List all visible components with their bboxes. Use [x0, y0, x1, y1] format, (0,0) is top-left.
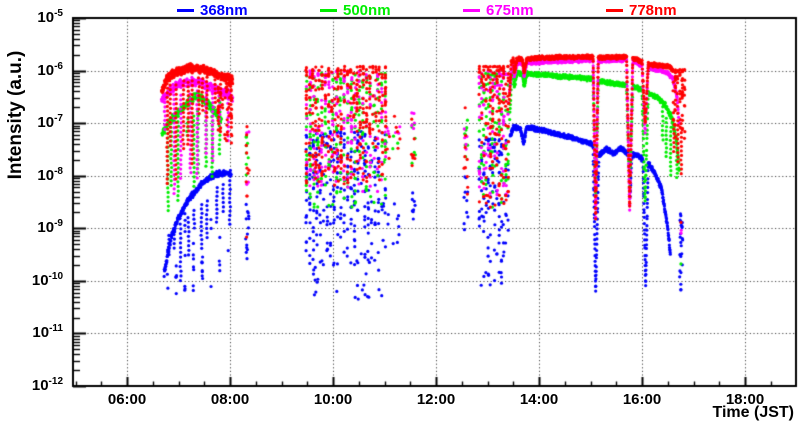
x-tick-label: 16:00: [622, 391, 662, 408]
x-tick-label: 10:00: [313, 391, 353, 408]
x-tick-label: 06:00: [107, 391, 147, 408]
y-tick-label: 10-9: [37, 218, 63, 237]
legend-label: 368nm: [200, 1, 248, 19]
x-tick-label: 14:00: [519, 391, 559, 408]
legend-label: 675nm: [486, 1, 534, 19]
y-tick-label: 10-6: [37, 60, 63, 79]
x-tick-label: 08:00: [210, 391, 250, 408]
legend-marker-icon: [320, 8, 337, 12]
legend-marker-icon: [177, 8, 194, 12]
legend-marker-icon: [606, 8, 623, 12]
legend-marker-icon: [463, 8, 480, 12]
legend-entry-778nm: 778nm: [606, 1, 677, 19]
legend-label: 778nm: [629, 1, 677, 19]
y-tick-label: 10-5: [37, 8, 63, 27]
legend-entry-500nm: 500nm: [320, 1, 391, 19]
legend-label: 500nm: [343, 1, 391, 19]
x-axis-title: Time (JST): [712, 404, 795, 421]
y-tick-label: 10-7: [37, 113, 63, 132]
y-tick-label: 10-10: [31, 270, 63, 289]
x-tick-label: 18:00: [725, 391, 765, 408]
legend-entry-675nm: 675nm: [463, 1, 534, 19]
y-tick-label: 10-11: [32, 323, 63, 342]
y-tick-label: 10-12: [31, 376, 63, 395]
legend-entry-368nm: 368nm: [177, 1, 248, 19]
x-tick-label: 12:00: [416, 391, 456, 408]
y-tick-label: 10-8: [37, 165, 63, 184]
